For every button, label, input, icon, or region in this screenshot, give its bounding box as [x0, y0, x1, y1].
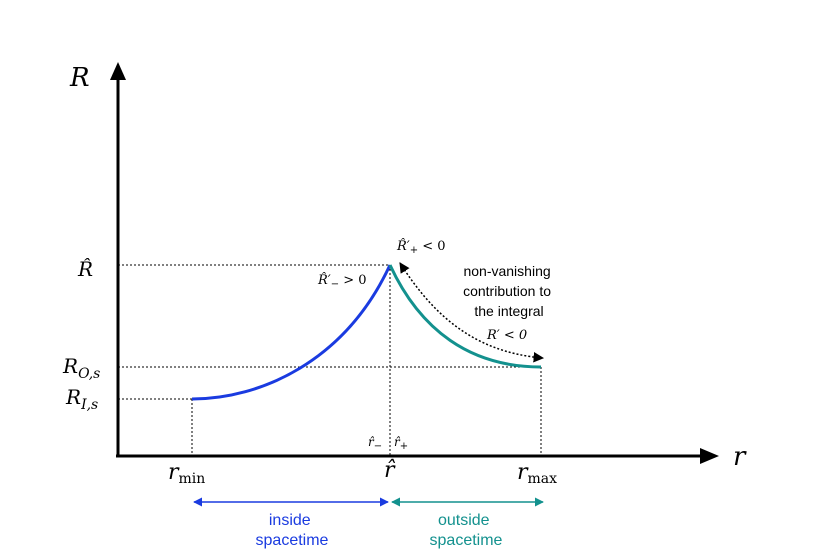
tick-label-r-os: RO,s: [62, 354, 100, 382]
r-hat-plus-symbol: r̂: [394, 435, 401, 449]
tick-label-r-os-main: R: [62, 354, 78, 378]
annotation-r-hat-plus: r̂+: [394, 435, 408, 452]
annotation-r-prime: R′ < 0: [486, 328, 527, 343]
contribution-line-2: contribution to: [463, 283, 551, 299]
y-axis-label: R: [69, 63, 90, 93]
tick-label-r-max-sub: max: [528, 471, 558, 487]
contribution-line-1: non-vanishing: [463, 263, 550, 279]
outside-label-line-1: outside: [438, 512, 490, 529]
outside-spacetime-label: outside spacetime: [430, 512, 503, 549]
tick-label-r-is-main: R: [65, 385, 81, 409]
r-plus-deriv-cond: < 0: [418, 239, 445, 254]
annotation-r-hat-minus: r̂−: [368, 435, 382, 452]
tick-label-r-is-sub: I,s: [80, 397, 98, 413]
r-minus-deriv-sub: −: [331, 279, 339, 290]
tick-label-r-os-sub: O,s: [78, 366, 100, 382]
inside-curve: [191, 264, 392, 401]
r-hat-minus-symbol: r̂: [368, 435, 375, 449]
tick-label-r-min: rmin: [168, 460, 205, 487]
inside-label-line-2: spacetime: [256, 532, 329, 549]
inside-spacetime-label: inside spacetime: [256, 512, 329, 549]
r-plus-deriv-sub: +: [410, 245, 418, 256]
tick-label-r-hat-x: r̂: [384, 458, 396, 483]
r-minus-deriv-symbol: R̂′: [317, 272, 331, 288]
outside-label-line-2: spacetime: [430, 532, 503, 549]
r-hat-plus-sub: +: [400, 441, 408, 452]
contribution-arrow: [399, 262, 545, 363]
axes: [110, 62, 719, 464]
guide-lines: [118, 264, 542, 456]
r-minus-deriv-cond: > 0: [339, 273, 366, 288]
tick-label-r-min-sub: min: [179, 471, 206, 487]
x-axis-arrowhead: [700, 448, 719, 464]
contribution-text: non-vanishing contribution to the integr…: [463, 263, 555, 319]
tick-label-r-min-main: r: [168, 460, 180, 485]
r-hat-minus-sub: −: [374, 441, 382, 452]
inside-label-line-1: inside: [269, 512, 311, 529]
annotation-r-plus-derivative: R̂′+ < 0: [396, 238, 446, 256]
tick-label-r-max-main: r: [517, 460, 529, 485]
r-plus-deriv-symbol: R̂′: [396, 238, 410, 254]
y-axis-arrowhead: [110, 62, 126, 80]
tick-label-r-is: RI,s: [65, 385, 98, 413]
x-axis-label: r: [733, 442, 747, 472]
annotation-r-minus-derivative: R̂′− > 0: [317, 272, 367, 290]
tick-label-r-hat: R̂: [77, 257, 93, 281]
contribution-line-3: the integral: [474, 303, 543, 319]
tick-label-r-max: rmax: [517, 460, 557, 487]
